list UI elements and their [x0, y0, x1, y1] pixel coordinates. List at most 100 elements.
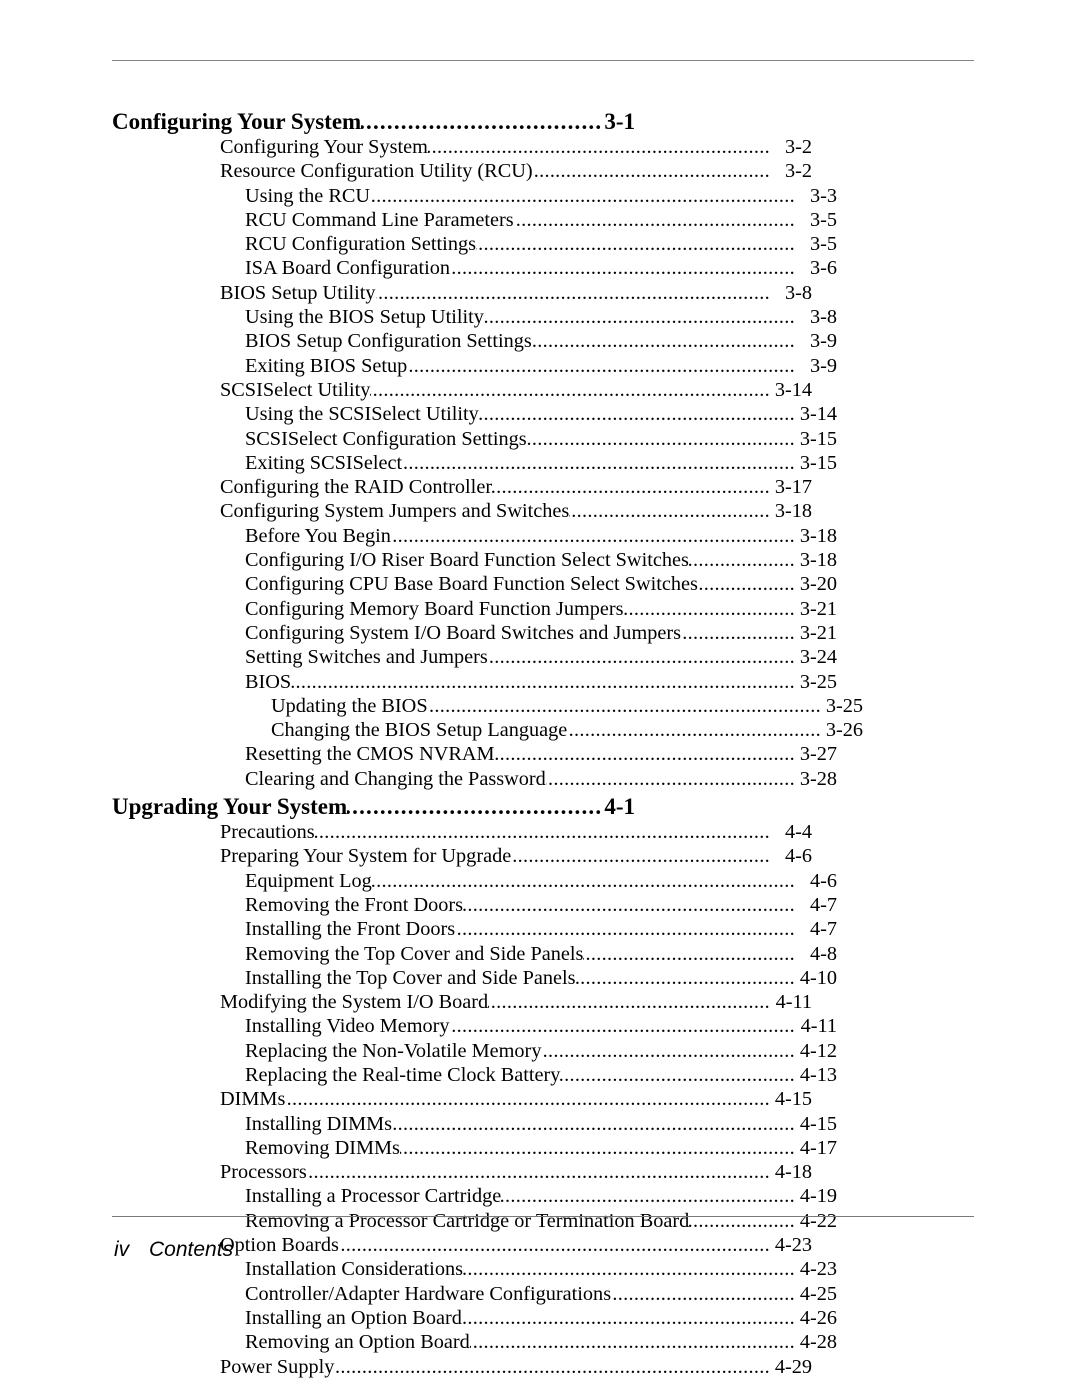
toc-entry: Configuring Your System.................…: [112, 135, 812, 159]
leader-dots: ........................................…: [576, 966, 795, 990]
toc-entry-page: 4-4: [770, 820, 812, 844]
leader-dots: ........................................…: [511, 844, 770, 868]
leader-dots: ........................................…: [402, 451, 795, 475]
toc-entry: Installing Video Memory.................…: [112, 1014, 837, 1038]
toc-entry-page: 4-12: [795, 1039, 837, 1063]
leader-dots: ........................................…: [391, 524, 795, 548]
toc-entry-page: 4-11: [795, 1014, 837, 1038]
toc-entry-title: Setting Switches and Jumpers: [245, 645, 488, 669]
toc-entry-title: Installation Considerations: [245, 1257, 463, 1281]
toc-entry-title: Configuring I/O Riser Board Function Sel…: [245, 548, 689, 572]
toc-entry: Configuring System Jumpers and Switches.…: [112, 499, 812, 523]
toc-entry: Power Supply............................…: [112, 1355, 812, 1379]
leader-dots: ........................................…: [689, 1209, 795, 1233]
leader-dots: ........................................…: [450, 256, 795, 280]
leader-dots: ........................................…: [689, 548, 795, 572]
toc-entry-title: Before You Begin: [245, 524, 391, 548]
toc-entry-page: 3-6: [795, 256, 837, 280]
toc-entry: Removing an Option Board................…: [112, 1330, 837, 1354]
toc-entry: Using the BIOS Setup Utility............…: [112, 305, 837, 329]
toc-entry: Updating the BIOS.......................…: [112, 694, 863, 718]
toc-entry-page: 3-18: [795, 524, 837, 548]
toc-entry-page: 4-7: [795, 893, 837, 917]
toc-entry-page: 3-25: [821, 694, 863, 718]
toc-entry: Exiting SCSISelect......................…: [112, 451, 837, 475]
toc-entry-page: 3-18: [795, 548, 837, 572]
toc-entry: Installing an Option Board..............…: [112, 1306, 837, 1330]
toc-entry-title: Removing the Top Cover and Side Panels: [245, 942, 583, 966]
toc-entry-title: SCSISelect Utility: [220, 378, 370, 402]
toc-entry: Using the SCSISelect Utility............…: [112, 402, 837, 426]
toc-entry-page: 3-15: [795, 427, 837, 451]
toc-entry-title: Configuring System Jumpers and Switches: [220, 499, 569, 523]
toc-entry: Exiting BIOS Setup......................…: [112, 354, 837, 378]
toc-entry-title: Using the RCU: [245, 184, 370, 208]
toc-entry-page: 4-10: [795, 966, 837, 990]
leader-dots: ........................................…: [455, 917, 795, 941]
leader-dots: ........................................…: [428, 694, 821, 718]
toc-entry-page: 3-21: [795, 597, 837, 621]
toc-entry-page: 4-6: [770, 844, 812, 868]
toc-entry: Preparing Your System for Upgrade.......…: [112, 844, 812, 868]
toc-entry: SCSISelect Configuration Settings.......…: [112, 427, 837, 451]
toc-entry-page: 4-7: [795, 917, 837, 941]
toc-entry-title: Clearing and Changing the Password: [245, 767, 546, 791]
toc-entry: Installing DIMMs........................…: [112, 1112, 837, 1136]
toc-entry-page: 3-3: [795, 184, 837, 208]
toc-entry-title: Changing the BIOS Setup Language: [271, 718, 567, 742]
toc-entry: Clearing and Changing the Password......…: [112, 767, 837, 791]
leader-dots: ........................................…: [315, 820, 770, 844]
leader-dots: ........................................…: [611, 1282, 795, 1306]
toc-entry-title: Replacing the Non-Volatile Memory: [245, 1039, 541, 1063]
leader-dots: ........................................…: [492, 475, 770, 499]
leader-dots: ........................................…: [370, 378, 770, 402]
toc-entry-page: 4-18: [770, 1160, 812, 1184]
leader-dots: ........................................…: [567, 718, 821, 742]
leader-dots: ........................................…: [501, 1184, 795, 1208]
toc-entry-page: 4-22: [795, 1209, 837, 1233]
toc-entry: Removing a Processor Cartridge or Termin…: [112, 1209, 837, 1233]
leader-dots: ........................................…: [407, 354, 795, 378]
toc-entry-title: Equipment Log: [245, 869, 372, 893]
leader-dots: ........................................…: [560, 1063, 795, 1087]
leader-dots: ........................................…: [372, 869, 795, 893]
toc-entry-title: BIOS Setup Utility: [220, 281, 376, 305]
toc-entry-page: 3-2: [770, 135, 812, 159]
toc-entry-page: 3-9: [795, 354, 837, 378]
toc-entry-title: Using the SCSISelect Utility: [245, 402, 479, 426]
leader-dots: ........................................…: [479, 402, 795, 426]
leader-dots: ........................................…: [569, 499, 770, 523]
toc-entry-title: BIOS: [245, 670, 291, 694]
section-title: Upgrading Your System: [112, 793, 347, 820]
leader-dots: ........................................…: [361, 108, 604, 135]
toc-entry: Equipment Log...........................…: [112, 869, 837, 893]
toc-entry: Installing a Processor Cartridge........…: [112, 1184, 837, 1208]
leader-dots: ........................................…: [428, 135, 770, 159]
toc-entry-page: 3-24: [795, 645, 837, 669]
toc-entry-title: Replacing the Real-time Clock Battery: [245, 1063, 560, 1087]
leader-dots: ........................................…: [291, 670, 795, 694]
toc-entry: BIOS....................................…: [112, 670, 837, 694]
toc-entry-title: ISA Board Configuration: [245, 256, 450, 280]
rule-bottom: [112, 1216, 974, 1217]
toc-entry-title: Configuring CPU Base Board Function Sele…: [245, 572, 698, 596]
toc-entry-title: Installing a Processor Cartridge: [245, 1184, 501, 1208]
leader-dots: ........................................…: [470, 1330, 795, 1354]
leader-dots: ........................................…: [546, 767, 795, 791]
toc-entry: Configuring CPU Base Board Function Sele…: [112, 572, 837, 596]
leader-dots: ........................................…: [681, 621, 795, 645]
toc-entry-title: Option Boards: [220, 1233, 339, 1257]
toc-entry: Installing the Top Cover and Side Panels…: [112, 966, 837, 990]
toc-entry-page: 4-8: [795, 942, 837, 966]
leader-dots: ........................................…: [532, 329, 795, 353]
leader-dots: ........................................…: [370, 184, 795, 208]
toc-entry: Setting Switches and Jumpers............…: [112, 645, 837, 669]
toc-entry-page: 4-26: [795, 1306, 837, 1330]
toc-entry-page: 4-15: [770, 1087, 812, 1111]
toc-entry-page: 3-2: [770, 159, 812, 183]
toc-entry-page: 3-14: [770, 378, 812, 402]
leader-dots: ........................................…: [462, 1306, 795, 1330]
toc-entry: BIOS Setup Utility......................…: [112, 281, 812, 305]
toc-entry-page: 3-21: [795, 621, 837, 645]
toc-entry-title: Power Supply: [220, 1355, 334, 1379]
